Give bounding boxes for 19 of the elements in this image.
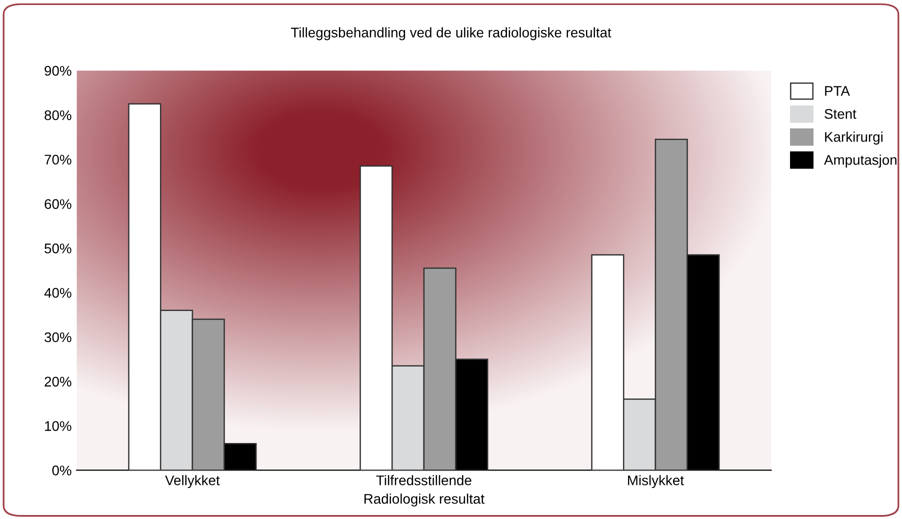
y-tick-label: 60% [44,199,72,209]
legend-label: PTA [825,86,850,96]
legend-label: Karkirurgi [825,132,882,145]
y-tick-label: 20% [44,376,72,387]
y-tick-label: 80% [44,110,72,120]
y-tick-label: 50% [44,244,72,254]
x-tick-label: Tilfredsstillende [376,475,472,486]
y-tick-label: 0% [52,466,72,476]
x-tick-label: Mislykket [628,475,684,488]
x-axis-title: Radiologisk resultat [364,494,484,507]
chart-title: Tilleggsbehandling ved de ulike radiologiske resultat [290,27,612,40]
y-tick-label: 70% [44,154,72,165]
y-tick-label: 40% [44,288,72,298]
y-tick-label: 10% [45,421,72,431]
y-tick-label: 30% [44,332,72,342]
legend-label: Stent [824,109,856,119]
y-tick-label: 90% [44,66,72,76]
legend-label: Amputasjon [824,154,896,168]
x-tick-label: Vellykket [165,475,220,488]
